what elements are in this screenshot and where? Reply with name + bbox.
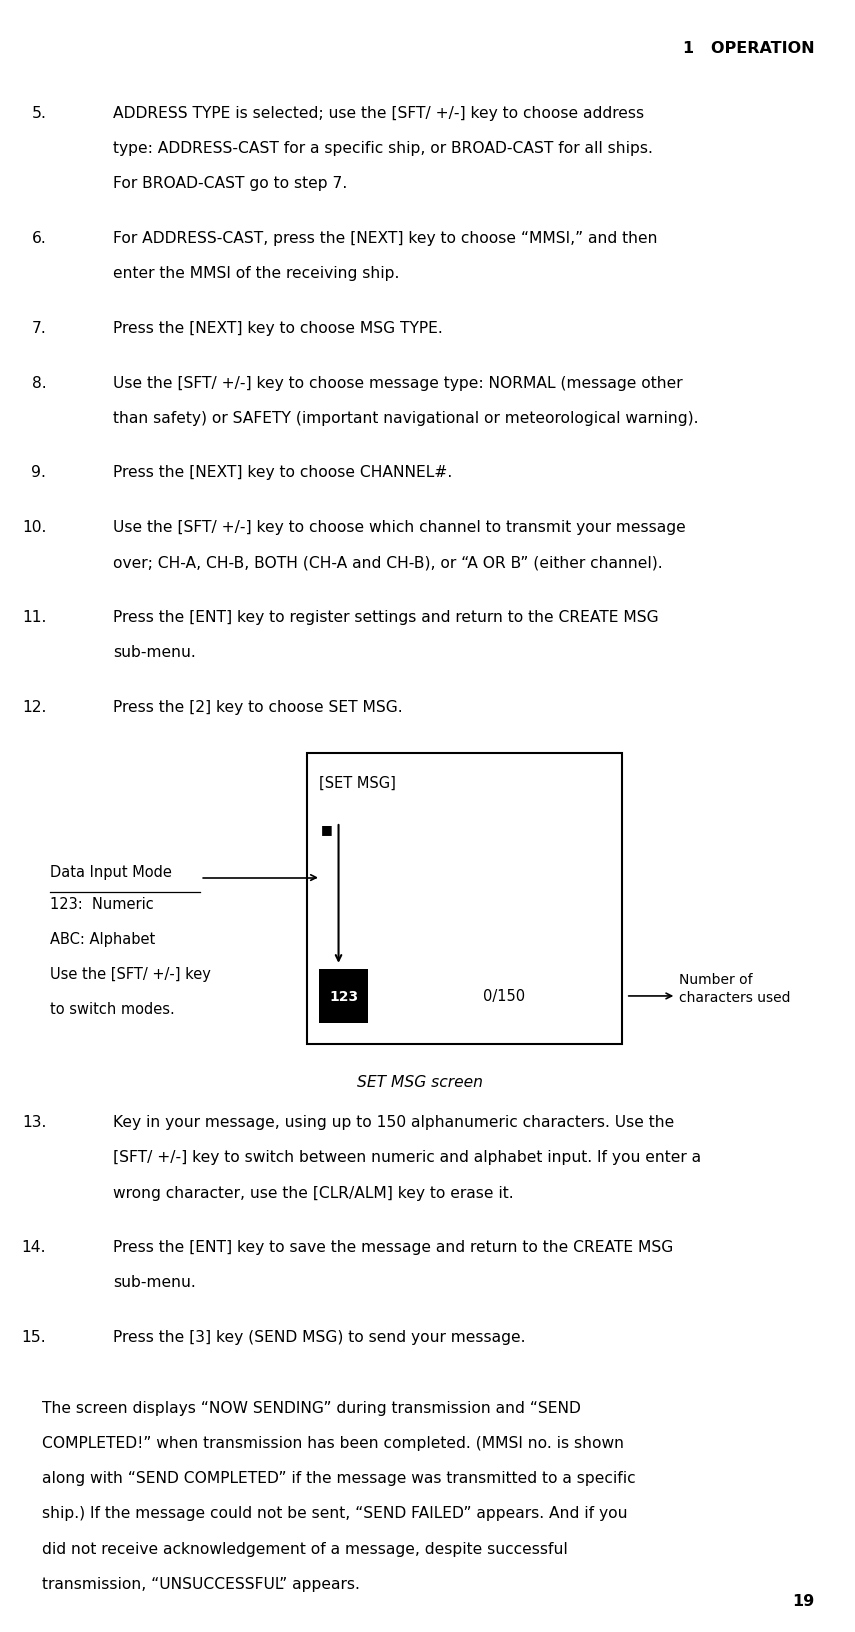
Text: SET MSG screen: SET MSG screen [357,1074,483,1089]
Bar [307,754,622,1044]
Text: 8.: 8. [32,375,46,390]
Text: 15.: 15. [21,1330,46,1345]
Text: over; CH-A, CH-B, BOTH (CH-A and CH-B), or “A OR B” (either channel).: over; CH-A, CH-B, BOTH (CH-A and CH-B), … [114,555,663,570]
Bar [319,969,368,1023]
Text: 0/150: 0/150 [483,989,525,1004]
Text: For ADDRESS-CAST, press the [NEXT] key to choose “MMSI,” and then: For ADDRESS-CAST, press the [NEXT] key t… [114,230,657,246]
Text: 123:  Numeric: 123: Numeric [50,896,154,911]
Text: Press the [2] key to choose SET MSG.: Press the [2] key to choose SET MSG. [114,700,403,715]
Text: 1   OPERATION: 1 OPERATION [683,41,815,55]
Text: Number of
characters used: Number of characters used [679,973,790,1004]
Text: Press the [ENT] key to register settings and return to the CREATE MSG: Press the [ENT] key to register settings… [114,610,659,625]
Text: Press the [ENT] key to save the message and return to the CREATE MSG: Press the [ENT] key to save the message … [114,1240,674,1255]
Text: 9.: 9. [32,465,46,480]
Text: to switch modes.: to switch modes. [50,1002,175,1017]
Text: 12.: 12. [22,700,46,715]
Text: transmission, “UNSUCCESSFUL” appears.: transmission, “UNSUCCESSFUL” appears. [42,1577,360,1591]
Text: For BROAD-CAST go to step 7.: For BROAD-CAST go to step 7. [114,176,348,191]
Text: 13.: 13. [22,1115,46,1129]
Text: Use the [SFT/ +/-] key to choose which channel to transmit your message: Use the [SFT/ +/-] key to choose which c… [114,519,687,535]
Text: 123: 123 [329,989,358,1004]
Text: 10.: 10. [22,519,46,535]
Text: 7.: 7. [32,320,46,336]
Text: 6.: 6. [32,230,46,246]
Text: [SFT/ +/-] key to switch between numeric and alphabet input. If you enter a: [SFT/ +/-] key to switch between numeric… [114,1151,702,1165]
Text: ABC: Alphabet: ABC: Alphabet [50,932,156,947]
Text: 11.: 11. [22,610,46,625]
Text: along with “SEND COMPLETED” if the message was transmitted to a specific: along with “SEND COMPLETED” if the messa… [42,1470,635,1485]
Text: 5.: 5. [32,106,46,121]
Text: The screen displays “NOW SENDING” during transmission and “SEND: The screen displays “NOW SENDING” during… [42,1400,581,1415]
Text: than safety) or SAFETY (important navigational or meteorological warning).: than safety) or SAFETY (important naviga… [114,410,699,426]
Text: Use the [SFT/ +/-] key: Use the [SFT/ +/-] key [50,966,211,981]
Text: Data Input Mode: Data Input Mode [50,865,172,880]
Text: wrong character, use the [CLR/ALM] key to erase it.: wrong character, use the [CLR/ALM] key t… [114,1185,514,1200]
Text: did not receive acknowledgement of a message, despite successful: did not receive acknowledgement of a mes… [42,1541,568,1555]
Text: Press the [NEXT] key to choose CHANNEL#.: Press the [NEXT] key to choose CHANNEL#. [114,465,452,480]
Text: type: ADDRESS-CAST for a specific ship, or BROAD-CAST for all ships.: type: ADDRESS-CAST for a specific ship, … [114,140,653,157]
Text: Press the [3] key (SEND MSG) to send your message.: Press the [3] key (SEND MSG) to send you… [114,1330,526,1345]
Text: 14.: 14. [21,1240,46,1255]
Text: sub-menu.: sub-menu. [114,1275,196,1289]
Text: sub-menu.: sub-menu. [114,645,196,659]
Text: Key in your message, using up to 150 alphanumeric characters. Use the: Key in your message, using up to 150 alp… [114,1115,675,1129]
Text: Use the [SFT/ +/-] key to choose message type: NORMAL (message other: Use the [SFT/ +/-] key to choose message… [114,375,683,390]
Text: ship.) If the message could not be sent, “SEND FAILED” appears. And if you: ship.) If the message could not be sent,… [42,1506,628,1521]
Text: [SET MSG]: [SET MSG] [319,775,396,790]
Text: enter the MMSI of the receiving ship.: enter the MMSI of the receiving ship. [114,266,400,281]
Text: 19: 19 [793,1593,815,1608]
Text: ADDRESS TYPE is selected; use the [SFT/ +/-] key to choose address: ADDRESS TYPE is selected; use the [SFT/ … [114,106,645,121]
Text: COMPLETED!” when transmission has been completed. (MMSI no. is shown: COMPLETED!” when transmission has been c… [42,1436,624,1451]
Text: ■: ■ [321,823,333,836]
Text: Press the [NEXT] key to choose MSG TYPE.: Press the [NEXT] key to choose MSG TYPE. [114,320,443,336]
